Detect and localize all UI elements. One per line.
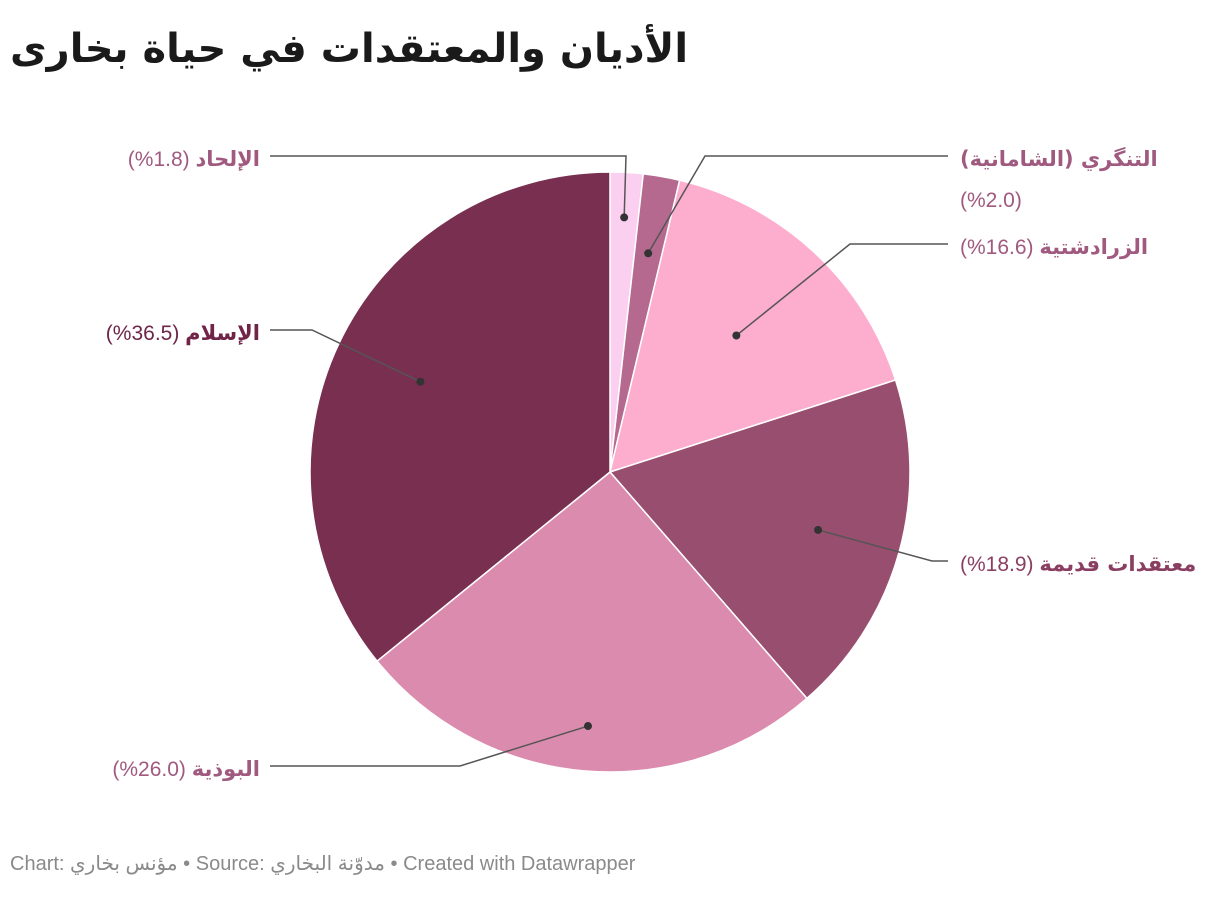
label-leader-lines bbox=[270, 155, 948, 767]
leader-dot bbox=[620, 213, 629, 222]
slice-5-label: (%26.0) البوذية bbox=[112, 757, 260, 781]
leader-dot bbox=[416, 377, 425, 386]
slice-4-value: (%18.9) bbox=[960, 553, 1039, 576]
chart-title: الأديان والمعتقدات في حياة بخارى bbox=[10, 26, 689, 72]
slice-1-value: (%1.8) bbox=[128, 148, 196, 171]
pie-slice bbox=[376, 470, 808, 773]
slice-5-name: البوذية bbox=[192, 757, 260, 781]
leader-dot bbox=[583, 722, 592, 731]
footer-source-prefix: Source: bbox=[195, 853, 265, 875]
footer-chart-author: مؤنس بخاري bbox=[70, 853, 178, 875]
slice-1-name: الإلحاد bbox=[195, 147, 260, 171]
slice-4-name: معتقدات قديمة bbox=[1039, 552, 1196, 576]
slice-4-label: (%18.9) معتقدات قديمة bbox=[960, 552, 1196, 576]
footer-source-name: مدوّنة البخاري bbox=[270, 853, 385, 875]
slice-3-name: الزرادشتية bbox=[1039, 235, 1148, 259]
leader-line bbox=[647, 155, 948, 254]
leader-line bbox=[735, 243, 948, 337]
leader-dot bbox=[644, 249, 653, 258]
footer-separator: • bbox=[183, 853, 191, 875]
slice-1-label: (%1.8) الإلحاد bbox=[128, 147, 260, 171]
leader-line bbox=[270, 155, 627, 218]
slice-5-value: (%26.0) bbox=[112, 758, 191, 781]
pie-slices bbox=[309, 171, 911, 773]
leader-line bbox=[270, 329, 421, 383]
slice-6-value: (%36.5) bbox=[106, 322, 185, 345]
footer-chart-prefix: Chart: bbox=[10, 853, 65, 875]
slice-3-value: (%16.6) bbox=[960, 236, 1039, 259]
leader-dot bbox=[814, 525, 823, 534]
slice-2-label: التنگري (الشامانية) bbox=[960, 146, 1158, 172]
slice-2-value: (%2.0) bbox=[960, 189, 1022, 212]
chart-footer: Chart: مؤنس بخاري • Source: مدوّنة البخا… bbox=[10, 851, 635, 876]
leader-line bbox=[270, 725, 589, 767]
footer-separator: • bbox=[390, 853, 398, 875]
slice-6-name: الإسلام bbox=[185, 321, 260, 345]
leader-dot bbox=[732, 331, 741, 340]
leader-line bbox=[817, 529, 948, 562]
pie-slice bbox=[608, 179, 897, 474]
slice-3-label: (%16.6) الزرادشتية bbox=[960, 235, 1148, 259]
footer-created-with: Created with Datawrapper bbox=[403, 853, 636, 875]
slice-6-label: (%36.5) الإسلام bbox=[106, 321, 260, 345]
slice-labels: (%1.8) الإلحاد التنگري (الشامانية) (%2.0) (… bbox=[106, 146, 1196, 781]
